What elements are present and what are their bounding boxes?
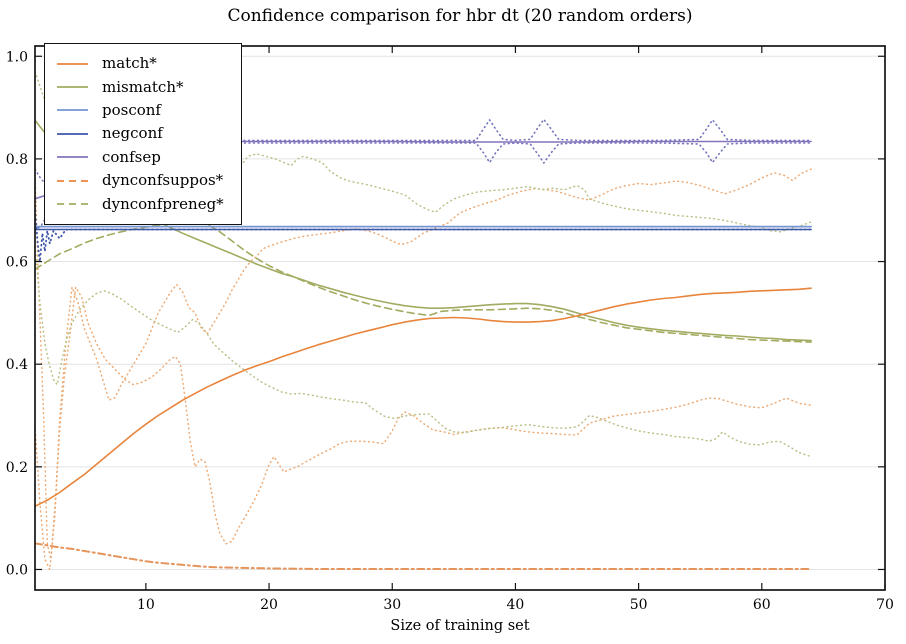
- legend-item-label: confsep: [102, 147, 161, 166]
- legend-item: negconf: [56, 122, 224, 145]
- x-tick-label: 70: [876, 597, 894, 613]
- legend-item: mismatch*: [56, 75, 224, 98]
- series-mismatch_std_lower: [35, 245, 812, 458]
- series-dynconfsuppos: [35, 542, 813, 570]
- legend-line-sample: [57, 156, 88, 159]
- series-match: [35, 287, 812, 508]
- legend-item-label: posconf: [102, 100, 161, 119]
- chart-title: Confidence comparison for hbr dt (20 ran…: [227, 6, 693, 26]
- legend-line-sample: [57, 203, 88, 205]
- series-mismatch_std_upper: [35, 70, 812, 233]
- y-tick-label: 0.4: [6, 357, 28, 373]
- legend-line-sample: [57, 179, 88, 182]
- legend-item: dynconfpreneg*: [56, 192, 224, 215]
- legend-item-label: mismatch*: [102, 77, 184, 96]
- legend-item-label: dynconfsuppos*: [102, 171, 224, 190]
- legend-item: confsep: [56, 146, 224, 169]
- series-negconf_std: [35, 209, 812, 263]
- legend-item-label: match*: [102, 54, 157, 73]
- y-tick-label: 0.8: [6, 152, 28, 168]
- plot-frame: [34, 45, 886, 591]
- series-dynconfpreneg: [35, 220, 812, 343]
- legend-item: dynconfsuppos*: [56, 169, 224, 192]
- legend-item-label: dynconfpreneg*: [102, 194, 224, 213]
- x-tick-label: 10: [137, 597, 155, 613]
- legend-line-sample: [57, 62, 88, 65]
- x-axis-label: Size of training set: [390, 618, 530, 634]
- y-tick-label: 0.6: [6, 255, 28, 271]
- legend-line-sample: [57, 109, 88, 112]
- legend-line-sample: [57, 132, 88, 135]
- x-tick-label: 30: [383, 597, 401, 613]
- y-tick-label: 1.0: [6, 49, 28, 65]
- legend-line-sample: [57, 86, 88, 88]
- legend-item-label: negconf: [102, 124, 163, 143]
- x-tick-label: 50: [630, 597, 648, 613]
- y-tick-label: 0.0: [6, 562, 28, 578]
- series-match_std_lower: [35, 286, 812, 571]
- x-tick-label: 40: [507, 597, 525, 613]
- series-match_std_upper: [35, 168, 812, 560]
- legend-item: posconf: [56, 99, 224, 122]
- y-tick-label: 0.2: [6, 460, 28, 476]
- x-tick-label: 20: [260, 597, 278, 613]
- x-tick-label: 60: [753, 597, 771, 613]
- legend-item: match*: [56, 52, 224, 75]
- legend: match* mismatch* posconf negconf confsep dync…: [44, 43, 242, 225]
